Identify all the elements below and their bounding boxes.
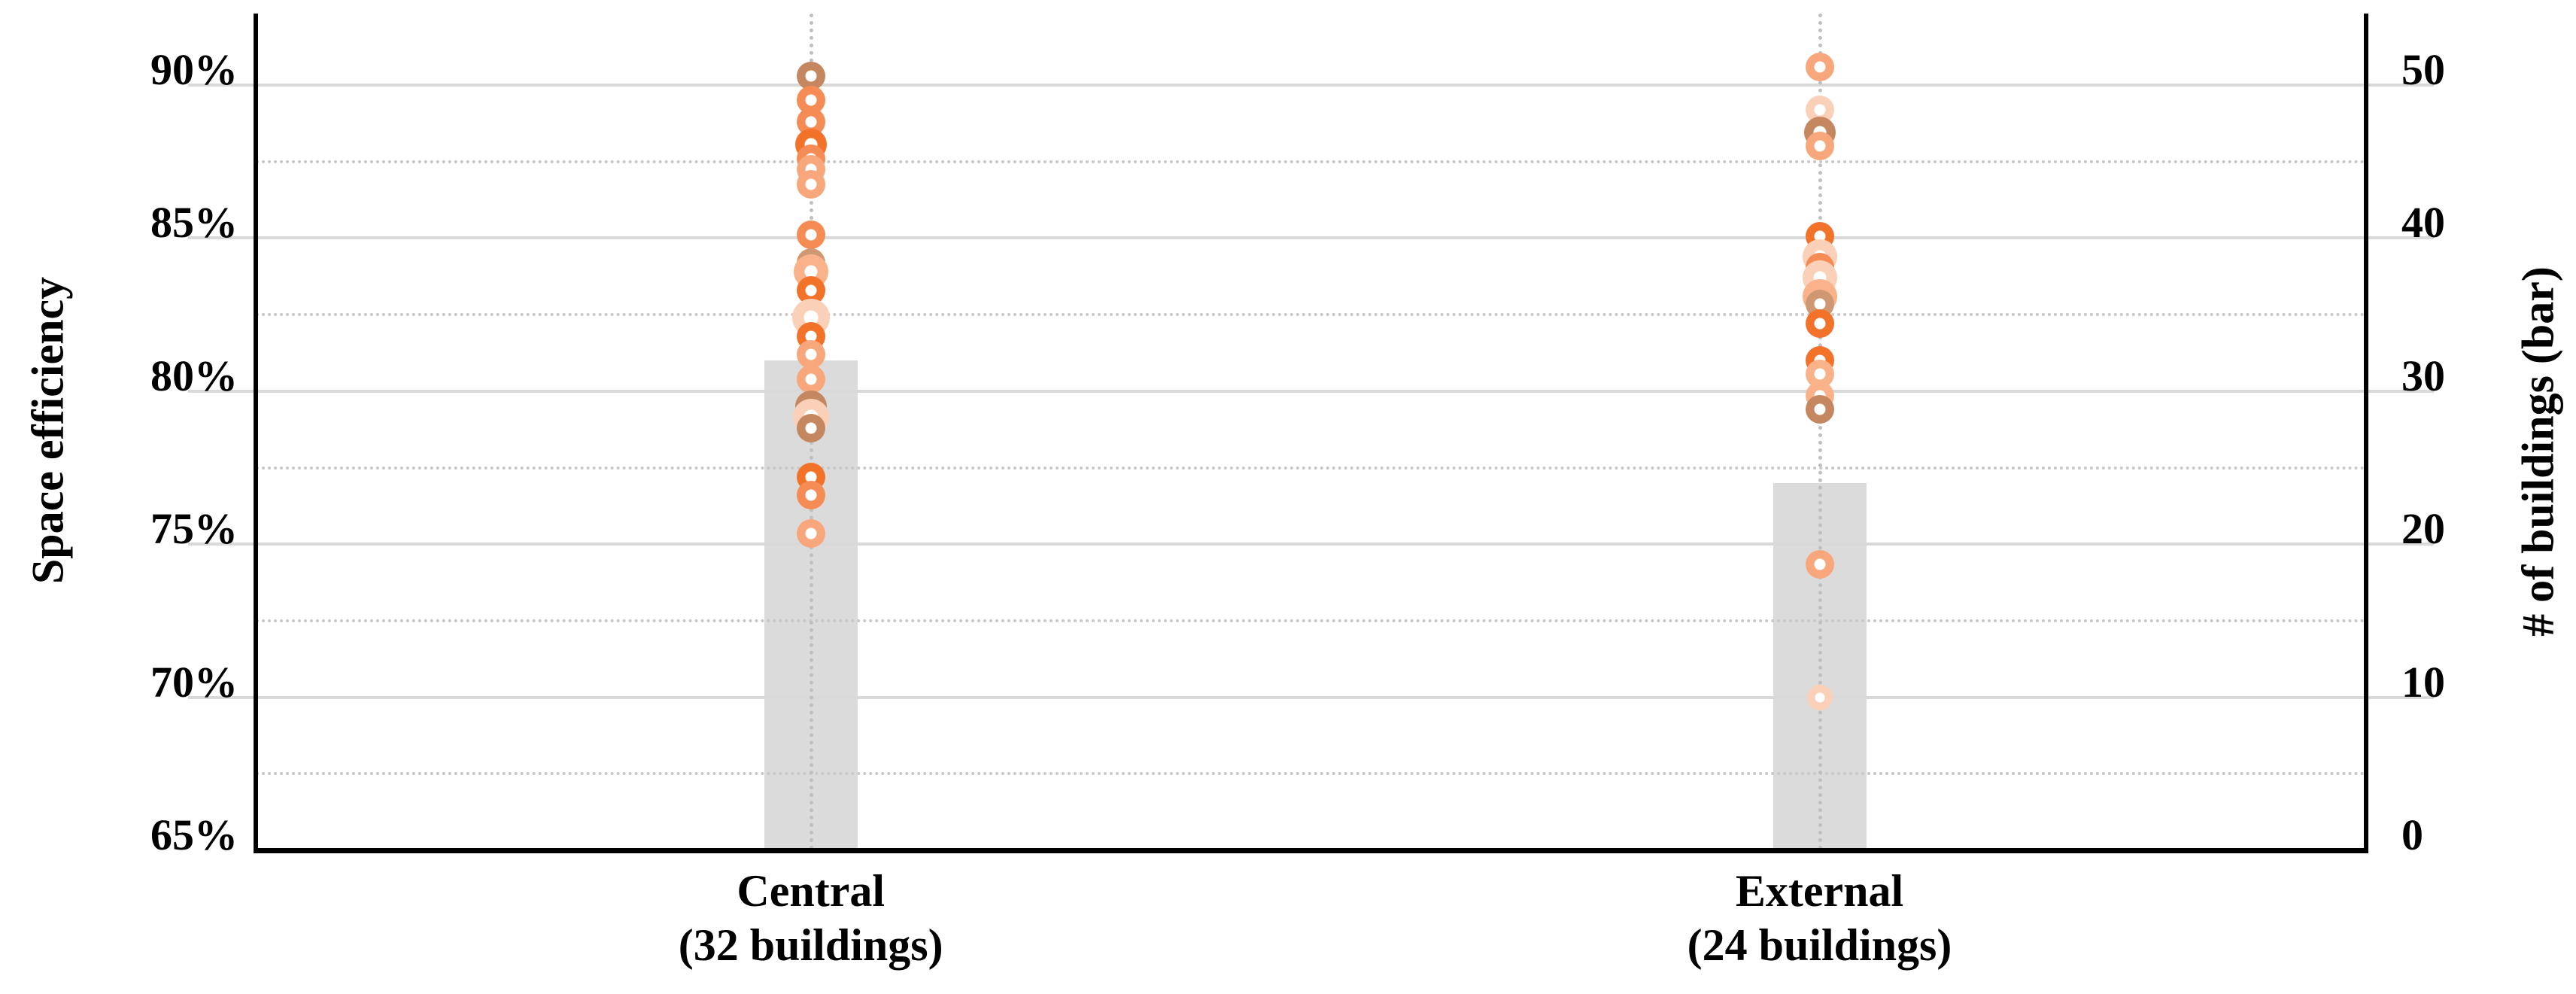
category-count: (24 buildings) [1687,920,1952,970]
left-tick-65%: 65% [150,810,238,859]
gridline-major-70 [188,695,2434,699]
scatter-point-central [796,220,825,250]
axis-spine-bottom [254,848,2368,853]
category-label-central: Central (32 buildings) [548,864,1074,972]
gridline-minor-77.5 [256,466,2366,470]
gridline-minor-87.5 [256,160,2366,163]
right-tick-0: 0 [2401,810,2423,859]
gridline-minor-67.5 [256,772,2366,776]
scatter-point-central [796,413,825,442]
scatter-point-central [796,364,825,394]
category-name: External [1735,866,1904,916]
gridline-major-75 [188,543,2434,546]
scatter-point-central [796,518,825,548]
scatter-point-external [1805,395,1834,424]
right-tick-30: 30 [2401,351,2445,400]
scatter-point-external [1805,549,1834,579]
scatter-point-central [796,170,825,199]
left-axis-title: Space efficiency [23,276,73,585]
scatter-point-external [1806,684,1833,710]
scatter-point-central [796,481,825,510]
category-name: Central [737,866,886,916]
left-tick-90%: 90% [150,45,238,94]
gridline-major-85 [188,236,2434,240]
category-label-external: External (24 buildings) [1557,864,2083,972]
gridline-major-80 [188,389,2434,393]
axis-spine-right [2364,14,2368,853]
axis-spine-left [254,14,258,853]
gridline-minor-72.5 [256,619,2366,622]
left-tick-70%: 70% [150,657,238,707]
gridline-major-90 [188,84,2434,87]
category-guide-external [1818,14,1822,850]
right-tick-50: 50 [2401,45,2445,94]
category-count: (32 buildings) [678,920,943,970]
scatter-point-external [1805,309,1834,339]
right-tick-10: 10 [2401,657,2445,707]
right-axis-title: # of buildings (bar) [2513,266,2563,637]
scatter-point-central [796,61,825,90]
right-tick-20: 20 [2401,504,2445,554]
left-tick-80%: 80% [150,351,238,400]
left-tick-85%: 85% [150,198,238,248]
scatter-point-central [796,339,825,369]
scatter-point-external [1805,132,1834,161]
left-tick-75%: 75% [150,504,238,554]
gridline-minor-82.5 [256,313,2366,317]
right-tick-40: 40 [2401,198,2445,248]
scatter-point-external [1805,52,1834,81]
